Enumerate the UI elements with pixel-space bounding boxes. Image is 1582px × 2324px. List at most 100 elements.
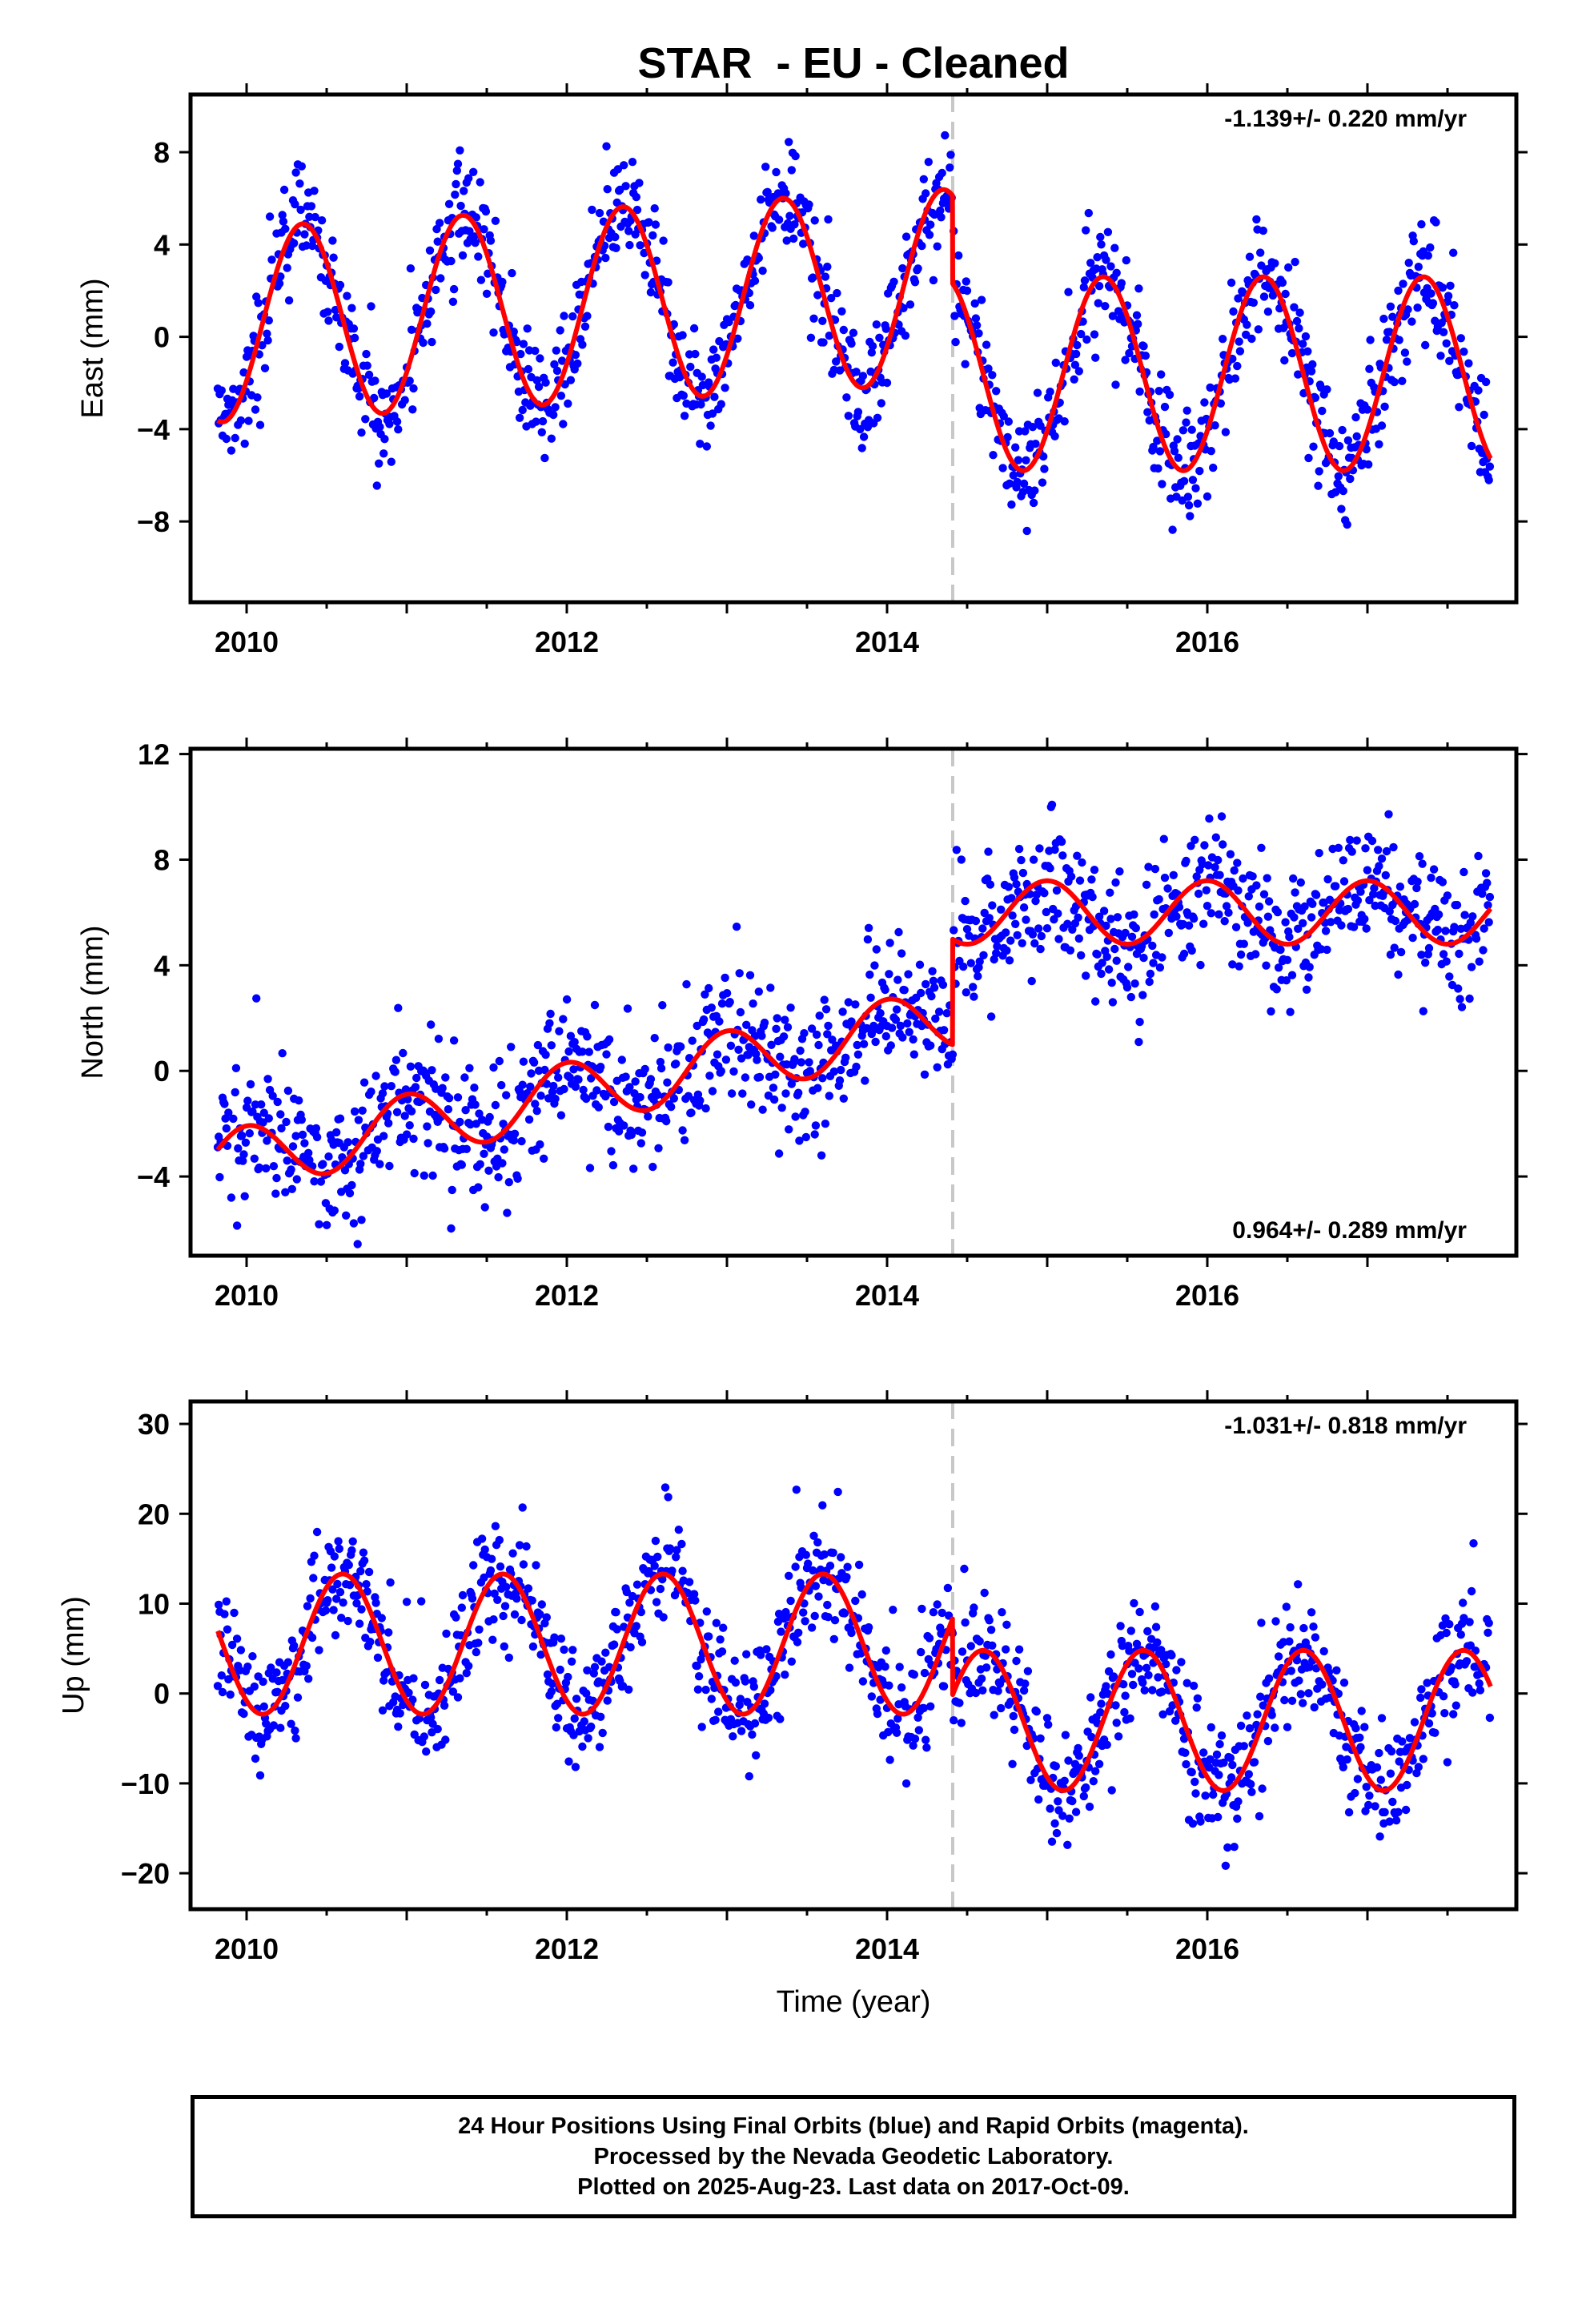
- data-point: [364, 370, 374, 380]
- data-point: [1207, 909, 1216, 918]
- data-point: [985, 1616, 994, 1625]
- data-point: [347, 304, 356, 312]
- data-point: [1234, 1797, 1243, 1806]
- data-point: [310, 1551, 319, 1560]
- data-point: [750, 1719, 760, 1728]
- data-point: [547, 434, 556, 443]
- data-point: [1394, 1807, 1403, 1816]
- data-point: [966, 959, 976, 967]
- data-point: [864, 1622, 873, 1632]
- data-point: [435, 1675, 444, 1685]
- data-point: [609, 1640, 619, 1649]
- data-point: [1465, 1618, 1474, 1626]
- data-point: [1074, 1751, 1084, 1760]
- data-point: [278, 1049, 287, 1058]
- data-point: [1189, 1681, 1199, 1691]
- data-points: [213, 131, 1495, 536]
- data-point: [768, 223, 777, 232]
- data-point: [1284, 263, 1293, 272]
- data-point: [962, 277, 971, 286]
- data-point: [335, 1587, 345, 1597]
- data-point: [1217, 1731, 1227, 1740]
- y-tick-label: −4: [137, 1160, 170, 1193]
- data-point: [387, 1082, 396, 1091]
- data-point: [428, 1066, 436, 1075]
- data-point: [821, 1120, 830, 1128]
- data-point: [457, 1603, 466, 1612]
- data-point: [407, 1107, 416, 1116]
- data-point: [612, 243, 620, 252]
- data-point: [1467, 963, 1476, 971]
- data-point: [978, 924, 987, 933]
- data-point: [409, 384, 418, 393]
- data-point: [356, 1160, 365, 1168]
- data-point: [524, 1115, 534, 1124]
- data-point: [937, 213, 946, 222]
- data-point: [1337, 505, 1346, 513]
- data-point: [1158, 480, 1166, 489]
- data-point: [353, 1240, 362, 1248]
- data-point: [1355, 1733, 1364, 1742]
- data-point: [658, 1001, 667, 1010]
- data-point: [697, 372, 706, 381]
- data-point: [1018, 939, 1026, 948]
- data-point: [876, 1009, 885, 1018]
- data-point: [243, 1663, 252, 1671]
- data-point: [1229, 307, 1238, 316]
- data-point: [456, 146, 464, 155]
- data-point: [1264, 1674, 1274, 1683]
- data-point: [1407, 317, 1416, 326]
- data-point: [824, 1021, 833, 1031]
- data-point: [804, 1559, 813, 1568]
- data-point: [1073, 851, 1082, 860]
- data-point: [933, 1600, 942, 1609]
- data-point: [1339, 486, 1348, 496]
- data-point: [1130, 910, 1138, 919]
- data-point: [636, 241, 644, 250]
- data-point: [955, 1699, 964, 1707]
- data-point: [941, 131, 950, 140]
- data-point: [465, 227, 474, 235]
- data-point: [885, 1681, 893, 1690]
- data-point: [343, 1616, 352, 1626]
- data-point: [950, 1716, 958, 1725]
- data-point: [1465, 994, 1474, 1003]
- data-point: [1172, 1666, 1181, 1675]
- data-point: [545, 1019, 554, 1028]
- data-point: [1003, 432, 1012, 442]
- data-point: [1159, 834, 1169, 843]
- data-point: [291, 1726, 299, 1735]
- data-point: [706, 421, 715, 430]
- x-tick-label: 2010: [215, 1932, 279, 1965]
- data-point: [304, 1148, 313, 1158]
- data-point: [420, 1732, 428, 1741]
- data-point: [489, 328, 498, 337]
- data-point: [367, 302, 375, 311]
- data-point: [1144, 1671, 1153, 1679]
- data-point: [1165, 390, 1174, 400]
- data-point: [571, 1763, 580, 1771]
- data-point: [1130, 1598, 1138, 1608]
- data-point: [886, 1041, 896, 1050]
- data-point: [971, 916, 981, 926]
- data-point: [735, 969, 744, 978]
- data-point: [1200, 398, 1209, 407]
- data-point: [1215, 1739, 1224, 1749]
- data-point: [441, 1073, 450, 1082]
- data-point: [568, 312, 577, 321]
- data-point: [380, 435, 389, 444]
- data-point: [714, 1707, 723, 1716]
- data-point: [288, 1142, 298, 1151]
- data-point: [927, 991, 936, 1001]
- data-point: [222, 434, 231, 444]
- data-point: [607, 1147, 616, 1156]
- data-point: [1441, 927, 1450, 935]
- data-point: [335, 1114, 345, 1123]
- data-point: [1082, 971, 1090, 980]
- data-point: [1304, 453, 1313, 463]
- data-point: [811, 1121, 821, 1130]
- data-point: [1443, 292, 1453, 300]
- data-point: [929, 275, 938, 285]
- data-point: [1047, 1837, 1057, 1846]
- data-point: [564, 1672, 572, 1682]
